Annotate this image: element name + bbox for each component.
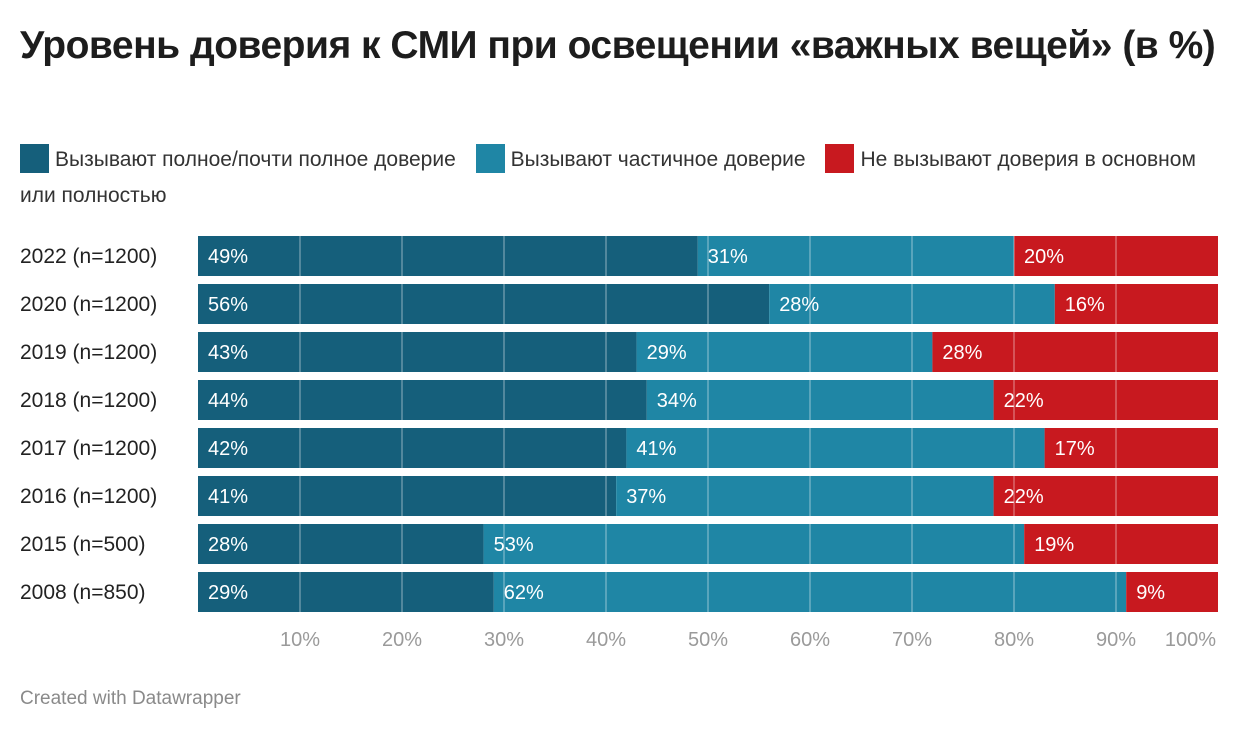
x-tick-label: 70% [892, 629, 932, 651]
x-tick-label: 100% [1165, 629, 1216, 651]
data-label: 19% [1034, 534, 1074, 556]
bar-segment [993, 476, 1218, 516]
data-label: 53% [494, 534, 534, 556]
x-tick-label: 20% [382, 629, 422, 651]
data-label: 37% [626, 486, 666, 508]
category-label: 2019 (n=1200) [20, 341, 157, 364]
data-label: 20% [1024, 246, 1064, 268]
x-tick-label: 50% [688, 629, 728, 651]
x-tick-label: 60% [790, 629, 830, 651]
x-tick-label: 40% [586, 629, 626, 651]
bar-segment [198, 572, 494, 612]
gridlines-group [299, 236, 1117, 612]
data-label: 56% [208, 294, 248, 316]
category-label: 2018 (n=1200) [20, 389, 157, 412]
data-label: 29% [647, 342, 687, 364]
category-label: 2022 (n=1200) [20, 245, 157, 268]
category-label: 2020 (n=1200) [20, 293, 157, 316]
data-label: 43% [208, 342, 248, 364]
bar-segment [493, 572, 1127, 612]
data-label: 17% [1055, 438, 1095, 460]
data-label: 9% [1136, 582, 1165, 604]
data-label: 16% [1065, 294, 1105, 316]
bar-segment [636, 332, 933, 372]
bar-segment [483, 524, 1025, 564]
bar-segment [198, 524, 484, 564]
data-label: 41% [636, 438, 676, 460]
category-label: 2016 (n=1200) [20, 485, 157, 508]
data-label: 28% [208, 534, 248, 556]
category-label: 2008 (n=850) [20, 581, 146, 604]
bar-segment [646, 380, 994, 420]
bar-segment [1126, 572, 1218, 612]
legend-swatch-no-trust [825, 144, 855, 173]
data-label: 31% [708, 246, 748, 268]
bar-segment [932, 332, 1218, 372]
bar-segment [993, 380, 1218, 420]
bar-segment [626, 428, 1045, 468]
category-label: 2017 (n=1200) [20, 437, 157, 460]
bar-segment [198, 332, 637, 372]
data-label: 34% [657, 390, 697, 412]
bar-segment [198, 476, 617, 516]
data-label: 44% [208, 390, 248, 412]
bar-segment [697, 236, 1014, 276]
footer-credit: Created with Datawrapper [20, 688, 241, 709]
bar-segment [198, 236, 698, 276]
category-label: 2015 (n=500) [20, 533, 146, 556]
bars-group [198, 236, 1218, 612]
data-label: 42% [208, 438, 248, 460]
bar-segment [1014, 236, 1218, 276]
legend-item-no-trust: Не вызывают доверия в основном или полно… [20, 144, 1196, 207]
data-label: 41% [208, 486, 248, 508]
bar-segment [769, 284, 1055, 324]
legend-label-full-trust: Вызывают полное/почти полное доверие [55, 148, 456, 171]
chart-title: Уровень доверия к СМИ при освещении «важ… [20, 24, 1216, 67]
data-label: 62% [504, 582, 544, 604]
legend-label-partial-trust: Вызывают частичное доверие [510, 148, 806, 171]
data-label: 28% [942, 342, 982, 364]
legend-swatch-partial-trust [475, 144, 505, 173]
x-tick-label: 80% [994, 629, 1034, 651]
data-label: 29% [208, 582, 248, 604]
data-label: 49% [208, 246, 248, 268]
data-label: 22% [1004, 390, 1044, 412]
stacked-bar-chart: 2022 (n=1200) 49% 31% 20% 2020 (n=1200) 56% 28… [20, 236, 1218, 651]
legend-item-full-trust: Вызывают полное/почти полное доверие [20, 144, 456, 173]
x-tick-label: 10% [280, 629, 320, 651]
legend: Вызывают полное/почти полное доверие Выз… [20, 142, 1220, 214]
data-label: 22% [1004, 486, 1044, 508]
x-tick-label: 30% [484, 629, 524, 651]
bar-segment [1054, 284, 1218, 324]
legend-swatch-full-trust [20, 144, 49, 173]
bar-segment [1024, 524, 1218, 564]
labels-group: 2022 (n=1200) 49% 31% 20% 2020 (n=1200) 56% 28… [20, 245, 1216, 651]
bar-segment [198, 380, 647, 420]
bar-segment [1044, 428, 1218, 468]
bar-segment [616, 476, 994, 516]
x-tick-label: 90% [1096, 629, 1136, 651]
data-label: 28% [779, 294, 819, 316]
bar-segment [198, 428, 627, 468]
bar-segment [198, 284, 770, 324]
legend-item-partial-trust: Вызывают частичное доверие [475, 144, 806, 173]
legend-label-no-trust: Не вызывают доверия в основном или полно… [20, 148, 1196, 207]
